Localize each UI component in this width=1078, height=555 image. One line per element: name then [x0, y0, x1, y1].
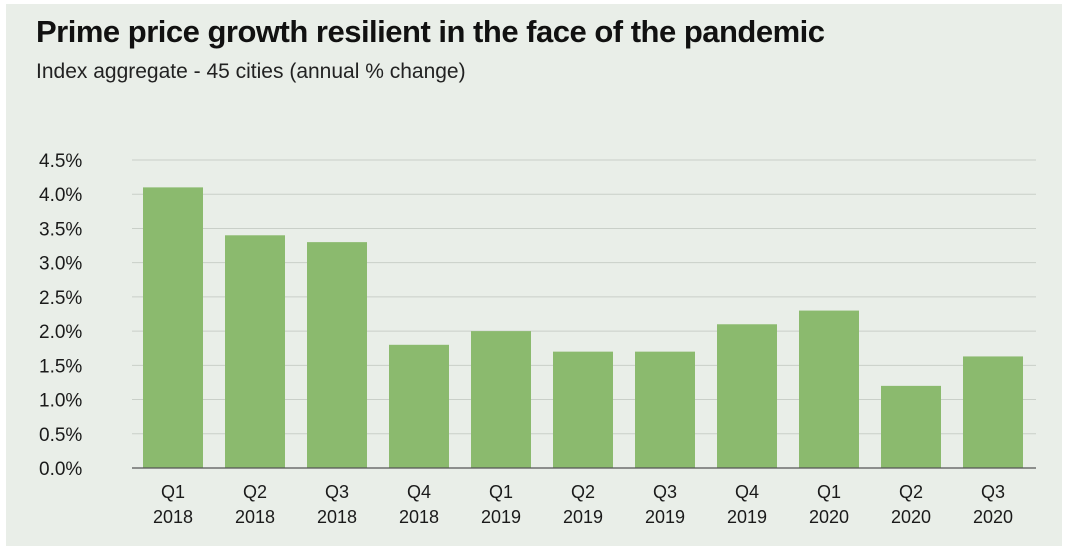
- bar: [307, 242, 367, 468]
- x-tick-label: Q2: [243, 482, 267, 502]
- bar: [635, 351, 695, 468]
- x-tick-label: Q3: [653, 482, 677, 502]
- y-tick-label: 4.5%: [39, 151, 82, 172]
- y-tick-label: 0.5%: [39, 425, 82, 446]
- x-tick-label: Q2: [571, 482, 595, 502]
- y-tick-label: 0.0%: [39, 459, 82, 480]
- bar: [225, 235, 285, 468]
- x-tick-label: 2018: [235, 507, 275, 527]
- x-tick-label: Q2: [899, 482, 923, 502]
- x-tick-label: Q4: [735, 482, 759, 502]
- y-tick-label: 4.0%: [39, 185, 82, 206]
- bar: [553, 351, 613, 468]
- x-tick-label: 2018: [153, 507, 193, 527]
- x-tick-label: 2020: [891, 507, 931, 527]
- bar: [717, 324, 777, 468]
- x-tick-label: 2018: [317, 507, 357, 527]
- bar: [963, 356, 1023, 468]
- y-tick-label: 2.0%: [39, 322, 82, 343]
- bar: [143, 187, 203, 468]
- x-tick-label: Q3: [981, 482, 1005, 502]
- x-tick-label: Q3: [325, 482, 349, 502]
- chart-subtitle: Index aggregate - 45 cities (annual % ch…: [36, 60, 466, 83]
- chart-title: Prime price growth resilient in the face…: [36, 14, 825, 49]
- y-tick-label: 3.5%: [39, 219, 82, 240]
- x-tick-label: Q1: [817, 482, 841, 502]
- bar: [389, 344, 449, 468]
- x-tick-label: 2018: [399, 507, 439, 527]
- bar: [471, 331, 531, 468]
- y-tick-label: 1.0%: [39, 391, 82, 412]
- bar: [881, 385, 941, 468]
- x-tick-label: Q4: [407, 482, 431, 502]
- bar: [799, 310, 859, 468]
- bars: [143, 187, 1023, 468]
- y-axis-tick-labels: 0.0% 0.5% 1.0% 1.5% 2.0% 2.5% 3.0% 3.5% 4.0% 4.5%: [39, 151, 82, 480]
- y-tick-label: 3.0%: [39, 254, 82, 275]
- x-tick-label: Q1: [489, 482, 513, 502]
- x-tick-label: 2020: [809, 507, 849, 527]
- x-tick-label: Q1: [161, 482, 185, 502]
- x-axis-tick-labels: Q1 2018 Q2 2018 Q3 2018 Q4 2018 Q1 2019 Q2 2019 Q3 20…: [153, 482, 1013, 527]
- x-tick-label: 2019: [727, 507, 767, 527]
- x-tick-label: 2019: [645, 507, 685, 527]
- y-tick-label: 2.5%: [39, 288, 82, 309]
- y-tick-label: 1.5%: [39, 356, 82, 377]
- x-tick-label: 2019: [563, 507, 603, 527]
- x-tick-label: 2020: [973, 507, 1013, 527]
- x-tick-label: 2019: [481, 507, 521, 527]
